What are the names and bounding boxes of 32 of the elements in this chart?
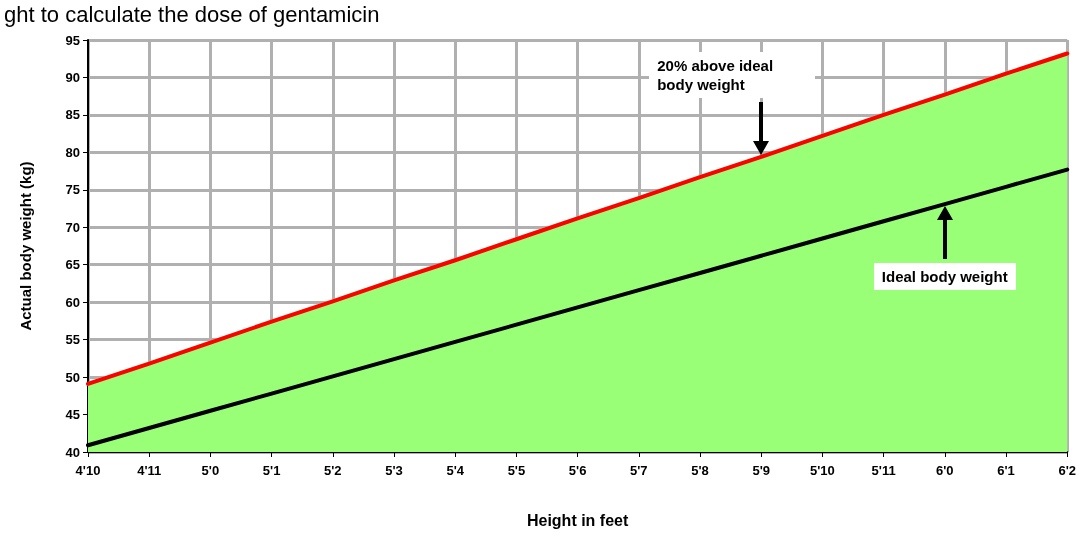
- x-tick-label: 5'0: [201, 463, 220, 478]
- y-tick-label: 95: [65, 32, 80, 48]
- y-tick-label: 85: [65, 107, 80, 123]
- x-tick-label: 5'1: [262, 463, 281, 478]
- y-tick-label: 60: [65, 294, 80, 310]
- y-tick-label: 65: [65, 257, 80, 273]
- y-tick-label: 90: [65, 69, 80, 85]
- x-tick-label: 6'2: [1058, 463, 1077, 478]
- x-tick-label: 5'8: [691, 463, 709, 478]
- x-tick-label: 5'10: [810, 463, 835, 478]
- y-tick-label: 80: [65, 144, 80, 160]
- x-tick-label: 6'0: [936, 463, 954, 478]
- x-tick-label: 5'3: [385, 463, 403, 478]
- y-tick-label: 50: [65, 369, 80, 385]
- x-tick-label: 5'7: [630, 463, 648, 478]
- x-tick-label: 5'6: [568, 463, 587, 478]
- y-axis-title: Actual body weight (kg): [17, 161, 34, 331]
- y-tick-label: 45: [65, 407, 80, 423]
- x-tick-label: 5'9: [752, 463, 770, 478]
- x-tick-label: 5'11: [871, 463, 896, 478]
- text: ght to calculate the dose of gentamicin: [4, 2, 380, 28]
- x-tick-label: 4'10: [75, 463, 101, 478]
- y-tick-label: 55: [65, 332, 80, 348]
- y-tick-label: 70: [65, 219, 80, 235]
- x-tick-label: 5'4: [446, 463, 465, 478]
- y-tick-label: 40: [65, 444, 80, 460]
- x-tick-label: 6'1: [997, 463, 1015, 478]
- x-tick-label: 5'2: [324, 463, 342, 478]
- x-tick-label: 4'11: [137, 463, 162, 478]
- x-axis-title: Height in feet: [526, 511, 629, 529]
- y-tick-label: 75: [65, 182, 80, 198]
- x-tick-label: 5'5: [507, 463, 526, 478]
